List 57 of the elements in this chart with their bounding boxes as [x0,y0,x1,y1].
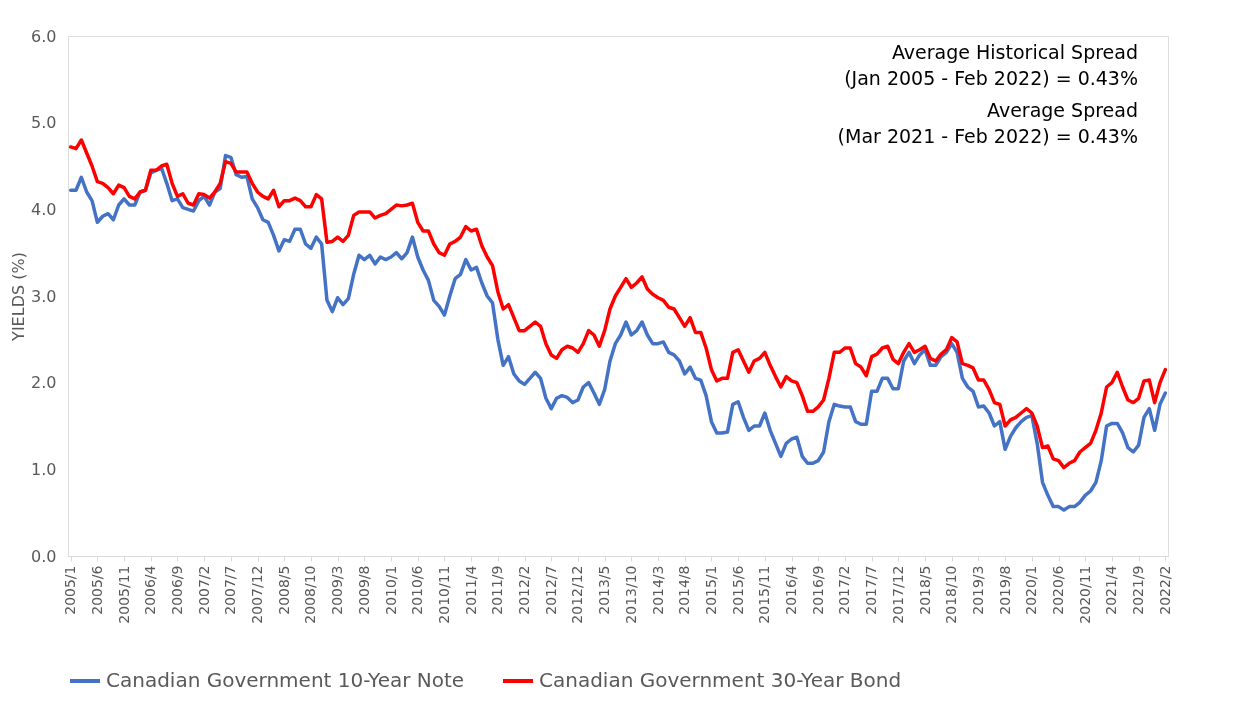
x-tick-label: 2009/8 [355,565,372,615]
x-tick-label: 2012/7 [542,565,559,615]
y-tick-label: 4.0 [31,199,57,219]
x-tick-label: 2021/9 [1130,565,1147,615]
x-tick-label: 2007/7 [222,565,239,615]
y-axis-title: YIELDS (%) [9,252,29,342]
x-tick-label: 2018/5 [916,565,933,615]
x-tick-label: 2014/8 [676,565,693,615]
y-tick-label: 5.0 [31,113,57,133]
x-tick-label: 2017/2 [836,565,853,615]
x-tick-label: 2016/9 [809,565,826,615]
x-tick-label: 2008/10 [302,565,319,624]
x-tick-label: 2010/1 [382,565,399,615]
y-tick-label: 2.0 [31,373,57,393]
annotation: (Mar 2021 - Feb 2022) = 0.43% [837,125,1138,147]
x-tick-label: 2020/1 [1023,565,1040,615]
y-tick-label: 0.0 [31,546,57,566]
x-tick-label: 2015/1 [702,565,719,615]
x-tick-label: 2014/3 [649,565,666,615]
x-tick-label: 2017/7 [863,565,880,615]
x-tick-label: 2012/2 [516,565,533,615]
annotation: Average Historical Spread [891,41,1138,63]
x-tick-label: 2021/4 [1103,565,1120,615]
y-tick-label: 1.0 [31,459,57,479]
x-tick-label: 2016/4 [783,565,800,615]
x-tick-label: 2006/4 [142,565,159,615]
x-tick-label: 2015/6 [729,565,746,615]
x-tick-label: 2005/1 [62,565,79,615]
x-tick-label: 2018/10 [943,565,960,624]
legend-label: Canadian Government 30-Year Bond [539,668,902,692]
x-tick-label: 2022/2 [1156,565,1173,615]
x-tick-label: 2020/11 [1076,565,1093,624]
x-tick-label: 2017/12 [889,565,906,624]
x-tick-label: 2019/3 [969,565,986,615]
x-tick-label: 2012/12 [569,565,586,624]
x-tick-label: 2019/8 [996,565,1013,615]
line-series [68,153,1168,512]
x-tick-label: 2006/9 [168,565,185,615]
y-tick-label: 6.0 [31,26,57,46]
x-tick-label: 2020/6 [1050,565,1067,615]
x-tick-label: 2009/3 [329,565,346,615]
x-tick-label: 2010/6 [409,565,426,615]
annotation: (Jan 2005 - Feb 2022) = 0.43% [844,67,1138,89]
annotation: Average Spread [987,99,1138,121]
x-tick-label: 2010/11 [435,565,452,624]
x-tick-label: 2005/6 [88,565,105,615]
y-tick-label: 3.0 [31,286,57,306]
x-tick-label: 2015/11 [756,565,773,624]
legend-label: Canadian Government 10-Year Note [106,668,465,692]
x-tick-label: 2013/5 [596,565,613,615]
x-tick-label: 2008/5 [275,565,292,615]
x-tick-label: 2007/12 [249,565,266,624]
x-tick-label: 2011/9 [489,565,506,615]
x-tick-label: 2007/2 [195,565,212,615]
x-tick-label: 2011/4 [462,565,479,615]
x-tick-label: 2013/10 [622,565,639,624]
x-tick-label: 2005/11 [115,565,132,624]
